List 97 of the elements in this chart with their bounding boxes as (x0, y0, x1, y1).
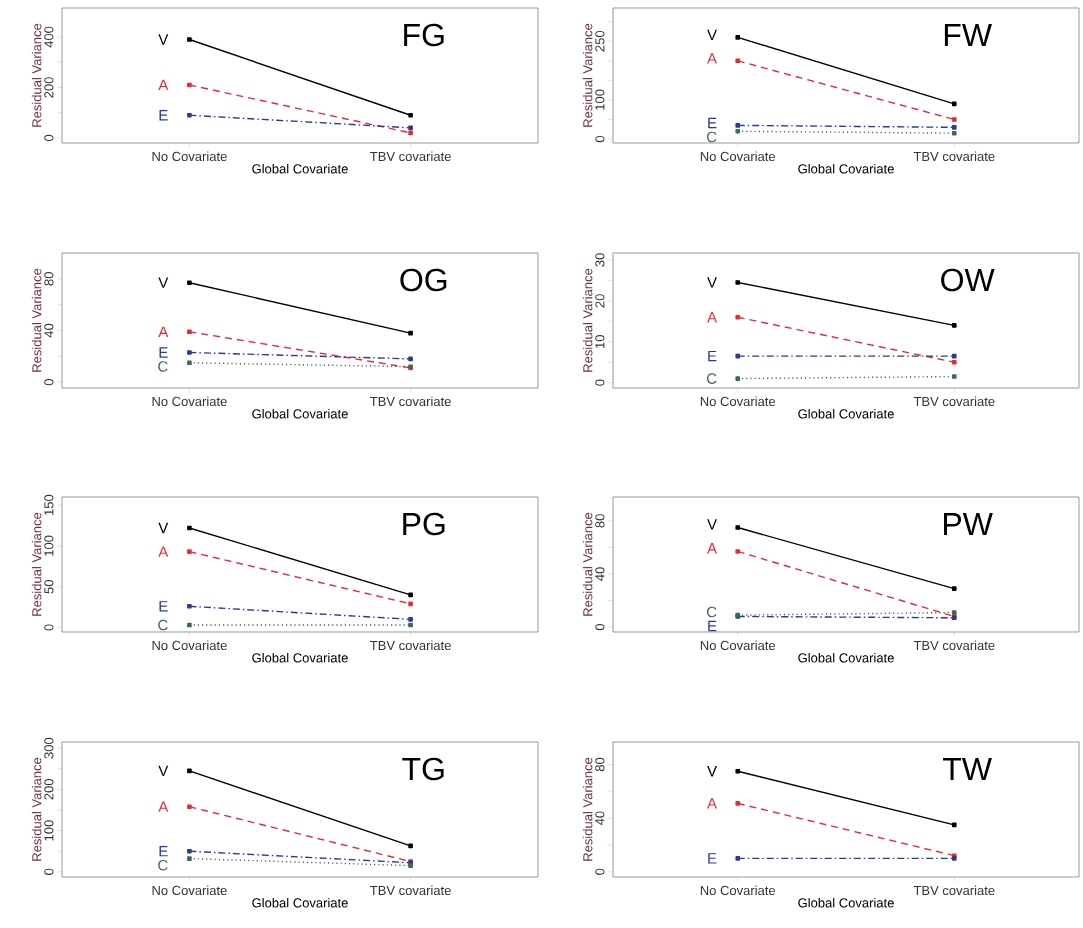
y-tick-label: 80 (595, 514, 605, 528)
x-axis-title: Global Covariate (252, 408, 348, 419)
series-label: C (158, 619, 168, 631)
series-label: E (708, 350, 717, 362)
y-tick-label: 200 (44, 77, 54, 98)
series-label: V (158, 765, 169, 776)
y-tick-label: 0 (595, 868, 605, 875)
series-label: C (158, 361, 168, 372)
x-axis-title: Global Covariate (798, 163, 894, 174)
x-axis-title: Global Covariate (252, 163, 348, 174)
chart-title: TG (402, 757, 444, 781)
series-label: V (158, 34, 169, 45)
x-tick-label: TBV covariate (913, 151, 995, 162)
series-label: C (158, 859, 168, 871)
series-label: E (159, 110, 168, 121)
x-tick-label: TBV covariate (370, 151, 451, 162)
series-label: V (707, 277, 717, 288)
series-label: V (707, 29, 717, 41)
series-label: E (708, 117, 717, 129)
series-label: A (707, 798, 718, 809)
x-tick-label: No Covariate (152, 640, 227, 651)
series-label: C (706, 373, 717, 384)
y-axis-title: Residual Variance (582, 757, 593, 861)
series-label: A (707, 543, 718, 554)
x-tick-label: TBV covariate (370, 640, 451, 651)
x-axis-title: Global Covariate (798, 408, 894, 419)
y-tick-label: 0 (595, 135, 605, 143)
chart-title: FW (944, 23, 992, 46)
series-label: A (707, 53, 718, 64)
y-axis-title: Residual Variance (31, 757, 42, 861)
y-tick-label: 200 (44, 779, 54, 800)
series-label: E (708, 853, 717, 864)
x-tick-label: No Covariate (152, 885, 227, 896)
x-axis-title: Global Covariate (252, 652, 348, 663)
y-tick-label: 400 (44, 26, 54, 48)
series-label: V (707, 519, 717, 530)
y-tick-label: 0 (44, 379, 54, 386)
x-tick-label: No Covariate (700, 396, 776, 407)
y-axis-title: Residual Variance (31, 512, 42, 616)
y-axis-title: Residual Variance (582, 268, 593, 372)
series-label: E (159, 347, 168, 358)
x-tick-label: TBV covariate (913, 396, 995, 407)
series-label: C (706, 606, 717, 618)
series-label: V (707, 766, 717, 777)
y-tick-label: 40 (44, 323, 54, 338)
x-tick-label: No Covariate (152, 151, 227, 162)
series-label: A (158, 801, 169, 812)
x-tick-label: TBV covariate (370, 396, 451, 407)
y-axis-title: Residual Variance (582, 23, 593, 127)
y-tick-label: 80 (595, 757, 605, 772)
y-axis-title: Residual Variance (31, 268, 42, 372)
y-tick-label: 30 (595, 253, 605, 267)
x-tick-label: No Covariate (700, 640, 776, 651)
x-axis-title: Global Covariate (252, 897, 348, 908)
series-label: A (158, 326, 169, 337)
y-tick-label: 10 (595, 335, 605, 349)
y-axis-title: Residual Variance (31, 23, 42, 127)
series-label: C (706, 131, 717, 143)
chart-title: FG (404, 23, 444, 47)
series-label: V (158, 277, 169, 288)
y-tick-label: 0 (595, 623, 605, 631)
y-tick-label: 50 (44, 580, 54, 594)
y-tick-label: 0 (44, 868, 54, 875)
x-axis-title: Global Covariate (798, 652, 894, 663)
y-tick-label: 300 (44, 737, 54, 759)
y-tick-label: 100 (44, 535, 54, 556)
chart-title: OW (941, 268, 995, 292)
y-tick-label: 20 (595, 294, 605, 308)
x-axis-title: Global Covariate (798, 897, 894, 908)
x-tick-label: TBV covariate (370, 885, 451, 896)
series-label: E (159, 846, 168, 857)
y-tick-label: 0 (595, 379, 605, 386)
x-tick-label: TBV covariate (913, 885, 995, 896)
y-tick-label: 40 (595, 811, 605, 826)
chart-title: PG (403, 512, 445, 536)
x-tick-label: No Covariate (152, 396, 227, 407)
series-label: E (159, 601, 168, 612)
y-tick-label: 150 (44, 494, 54, 516)
y-axis-title: Residual Variance (582, 512, 593, 616)
x-tick-label: TBV covariate (913, 640, 995, 651)
y-tick-label: 100 (44, 820, 54, 841)
series-label: A (707, 312, 718, 323)
x-tick-label: No Covariate (700, 151, 776, 162)
x-tick-label: No Covariate (700, 885, 776, 896)
series-label: V (158, 522, 169, 534)
y-tick-label: 40 (595, 567, 605, 581)
y-tick-label: 250 (595, 30, 605, 52)
y-tick-label: 0 (44, 624, 54, 631)
series-label: A (158, 546, 169, 557)
chart-title: TW (943, 758, 992, 780)
y-tick-label: 0 (44, 134, 54, 142)
series-label: A (158, 79, 169, 91)
y-tick-label: 80 (44, 272, 54, 286)
series-label: E (708, 620, 717, 632)
y-tick-label: 100 (595, 89, 605, 110)
chart-title: OG (400, 268, 447, 292)
chart-title: PW (944, 513, 993, 536)
